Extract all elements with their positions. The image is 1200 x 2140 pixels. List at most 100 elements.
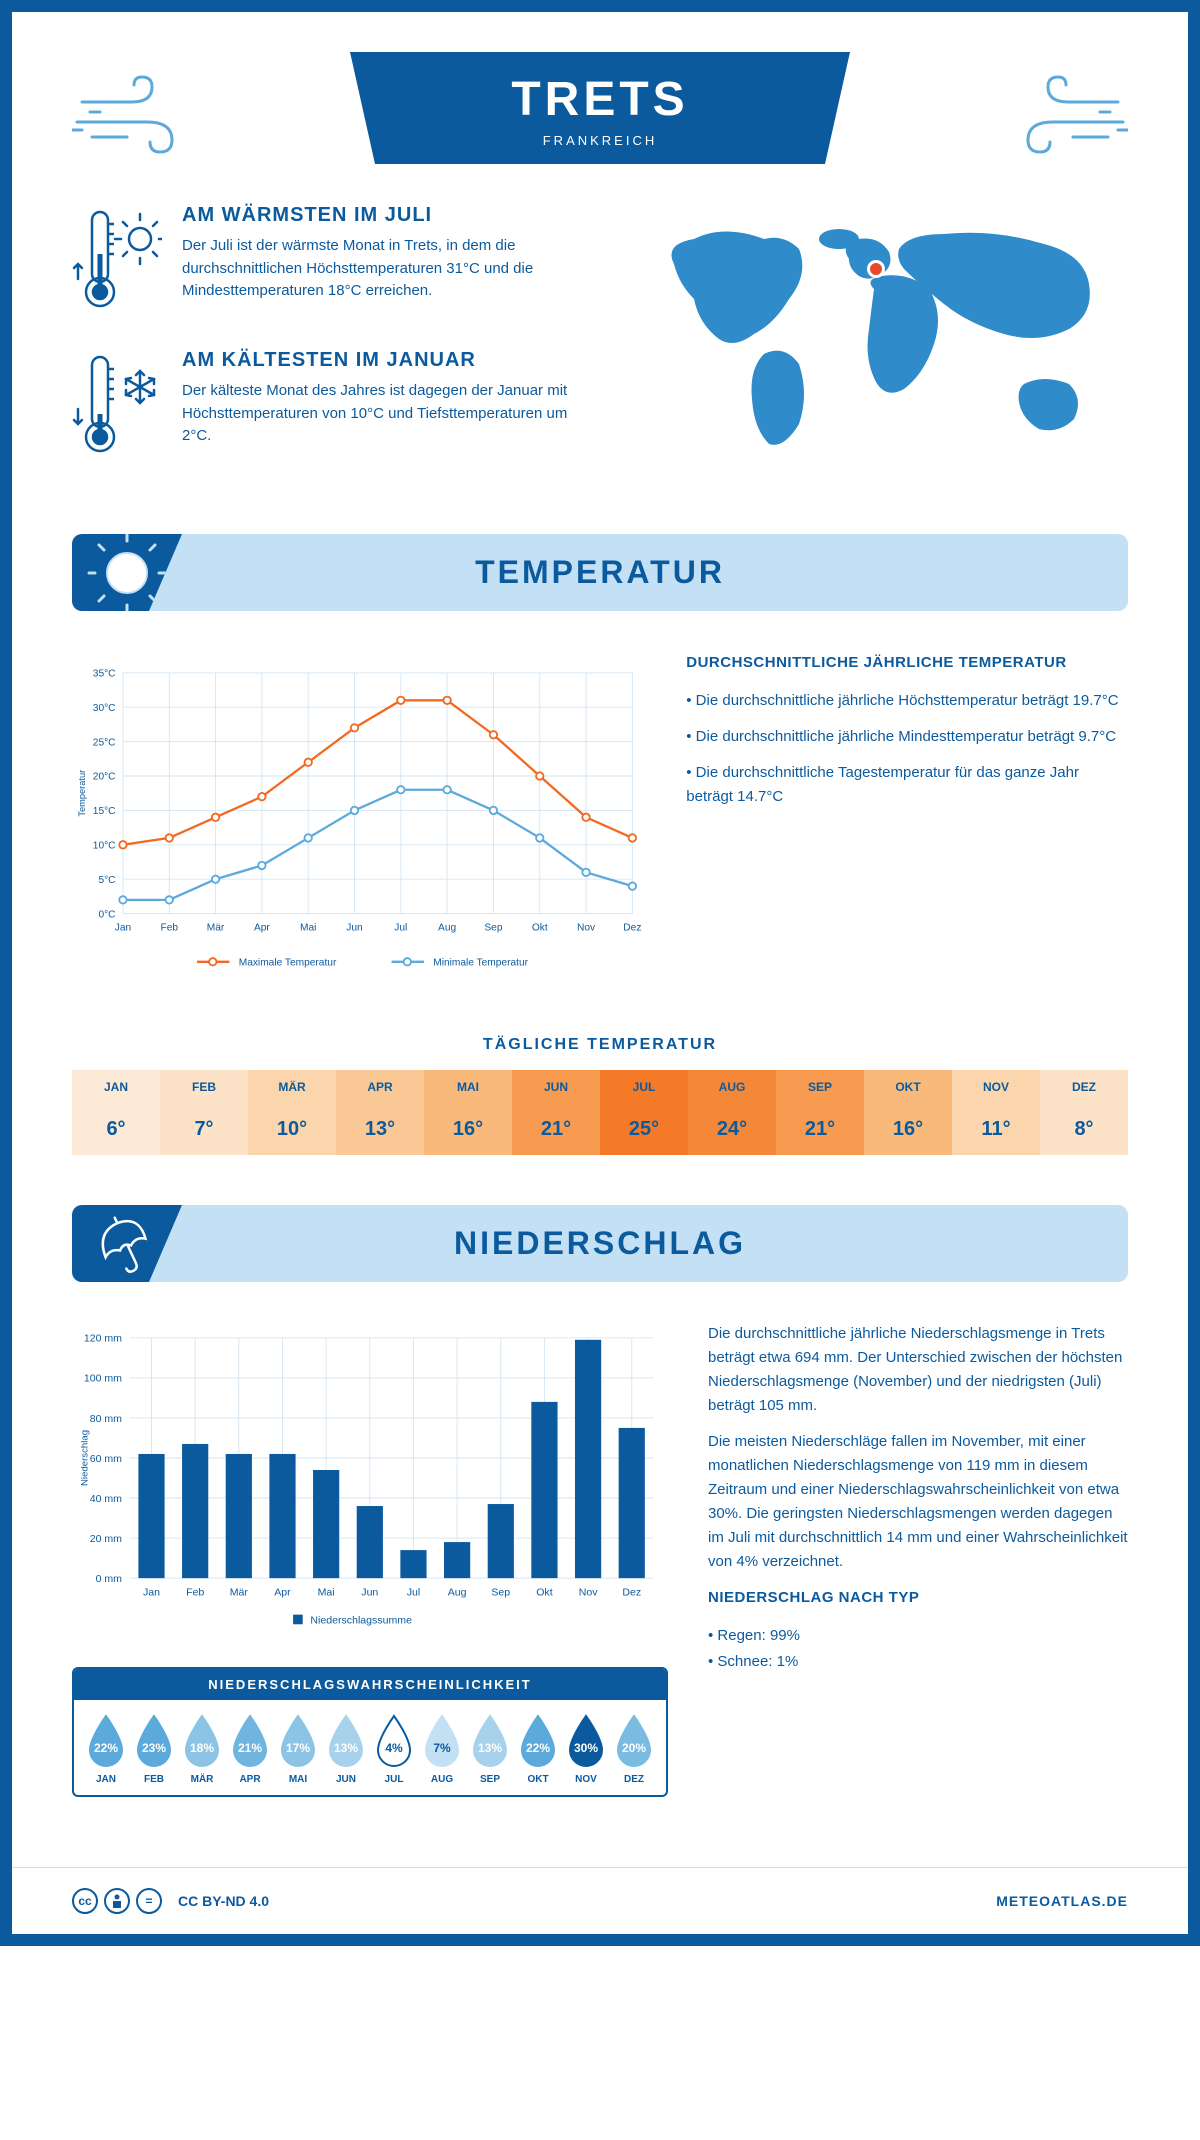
- precip-p1: Die durchschnittliche jährliche Niedersc…: [708, 1322, 1128, 1418]
- svg-text:17%: 17%: [286, 1741, 310, 1755]
- temp-chart: 0°C5°C10°C15°C20°C25°C30°C35°CJanFebMärA…: [72, 651, 646, 996]
- temp-text-col: DURCHSCHNITTLICHE JÄHRLICHE TEMPERATUR •…: [686, 651, 1128, 996]
- temp-text-p3: • Die durchschnittliche Tagestemperatur …: [686, 761, 1128, 809]
- svg-text:18%: 18%: [190, 1741, 214, 1755]
- svg-text:22%: 22%: [94, 1741, 118, 1755]
- svg-text:Sep: Sep: [491, 1586, 510, 1598]
- footer: cc = CC BY-ND 4.0 METEOATLAS.DE: [12, 1867, 1188, 1934]
- precip-chart-row: 0 mm20 mm40 mm60 mm80 mm100 mm120 mmJanF…: [72, 1322, 1128, 1797]
- nd-icon: =: [136, 1888, 162, 1914]
- svg-text:Sep: Sep: [484, 922, 502, 933]
- temp-section-header: TEMPERATUR: [72, 534, 1128, 611]
- prob-cell: 30% NOV: [564, 1714, 608, 1785]
- svg-text:10°C: 10°C: [93, 841, 116, 852]
- svg-text:Jul: Jul: [394, 922, 407, 933]
- precip-section-header: NIEDERSCHLAG: [72, 1205, 1128, 1282]
- svg-text:23%: 23%: [142, 1741, 166, 1755]
- svg-text:Apr: Apr: [274, 1586, 291, 1598]
- license-block: cc = CC BY-ND 4.0: [72, 1888, 269, 1914]
- wind-icon-right: [1008, 72, 1128, 167]
- title-banner: TRETS FRANKREICH: [350, 52, 850, 164]
- svg-text:35°C: 35°C: [93, 669, 116, 680]
- temp-cell: JAN 6°: [72, 1070, 160, 1155]
- svg-text:20 mm: 20 mm: [90, 1533, 122, 1545]
- thermometer-snow-icon: [72, 349, 162, 464]
- svg-text:30°C: 30°C: [93, 703, 116, 714]
- precip-text-col: Die durchschnittliche jährliche Niedersc…: [708, 1322, 1128, 1797]
- svg-text:Mai: Mai: [318, 1586, 335, 1598]
- svg-text:80 mm: 80 mm: [90, 1413, 122, 1425]
- temp-text-p2: • Die durchschnittliche jährliche Mindes…: [686, 725, 1128, 749]
- probability-title: NIEDERSCHLAGSWAHRSCHEINLICHKEIT: [74, 1669, 666, 1700]
- svg-text:0°C: 0°C: [98, 909, 115, 920]
- cc-icon: cc: [72, 1888, 98, 1914]
- prob-cell: 4% JUL: [372, 1714, 416, 1785]
- umbrella-icon: [72, 1205, 182, 1282]
- svg-text:Apr: Apr: [254, 922, 270, 933]
- svg-text:Jan: Jan: [143, 1586, 160, 1598]
- svg-text:15°C: 15°C: [93, 806, 116, 817]
- precip-type-title: NIEDERSCHLAG NACH TYP: [708, 1586, 1128, 1610]
- temp-cell: FEB 7°: [160, 1070, 248, 1155]
- svg-text:30%: 30%: [574, 1741, 598, 1755]
- temp-text-title: DURCHSCHNITTLICHE JÄHRLICHE TEMPERATUR: [686, 651, 1128, 675]
- coldest-block: AM KÄLTESTEN IM JANUAR Der kälteste Mona…: [72, 349, 580, 464]
- svg-text:7%: 7%: [433, 1741, 451, 1755]
- probability-box: NIEDERSCHLAGSWAHRSCHEINLICHKEIT 22% JAN …: [72, 1667, 668, 1797]
- intro-left: AM WÄRMSTEN IM JULI Der Juli ist der wär…: [72, 204, 580, 494]
- svg-text:Okt: Okt: [532, 922, 548, 933]
- svg-text:Minimale Temperatur: Minimale Temperatur: [433, 957, 528, 968]
- precip-type1: • Regen: 99%: [708, 1624, 1128, 1648]
- svg-text:Mär: Mär: [230, 1586, 249, 1598]
- temp-chart-row: 0°C5°C10°C15°C20°C25°C30°C35°CJanFebMärA…: [72, 651, 1128, 996]
- city-name: TRETS: [450, 72, 750, 127]
- temp-cell: OKT 16°: [864, 1070, 952, 1155]
- thermometer-sun-icon: [72, 204, 162, 319]
- temp-cell: AUG 24°: [688, 1070, 776, 1155]
- svg-text:Dez: Dez: [622, 1586, 641, 1598]
- precip-chart-col: 0 mm20 mm40 mm60 mm80 mm100 mm120 mmJanF…: [72, 1322, 668, 1797]
- probability-row: 22% JAN 23% FEB 18% MÄR: [74, 1700, 666, 1795]
- svg-text:25°C: 25°C: [93, 737, 116, 748]
- precip-type2: • Schnee: 1%: [708, 1650, 1128, 1674]
- svg-text:Jun: Jun: [346, 922, 362, 933]
- svg-text:Jan: Jan: [115, 922, 131, 933]
- prob-cell: 22% JAN: [84, 1714, 128, 1785]
- by-icon: [104, 1888, 130, 1914]
- svg-text:Mär: Mär: [207, 922, 225, 933]
- world-map: [620, 204, 1128, 494]
- svg-text:Nov: Nov: [579, 1586, 599, 1598]
- temp-cell: DEZ 8°: [1040, 1070, 1128, 1155]
- svg-text:Niederschlagssumme: Niederschlagssumme: [310, 1614, 412, 1626]
- svg-text:22%: 22%: [526, 1741, 550, 1755]
- wind-icon-left: [72, 72, 192, 167]
- prob-cell: 7% AUG: [420, 1714, 464, 1785]
- temp-cell: JUL 25°: [600, 1070, 688, 1155]
- temp-title: TEMPERATUR: [102, 554, 1098, 591]
- intro-row: AM WÄRMSTEN IM JULI Der Juli ist der wär…: [72, 204, 1128, 494]
- temp-cell: SEP 21°: [776, 1070, 864, 1155]
- temp-cell: NOV 11°: [952, 1070, 1040, 1155]
- svg-text:Jul: Jul: [407, 1586, 421, 1598]
- prob-cell: 22% OKT: [516, 1714, 560, 1785]
- svg-text:21%: 21%: [238, 1741, 262, 1755]
- temp-cell: JUN 21°: [512, 1070, 600, 1155]
- prob-cell: 13% JUN: [324, 1714, 368, 1785]
- svg-text:Aug: Aug: [448, 1586, 467, 1598]
- svg-text:100 mm: 100 mm: [84, 1373, 122, 1385]
- prob-cell: 13% SEP: [468, 1714, 512, 1785]
- temp-text-p1: • Die durchschnittliche jährliche Höchst…: [686, 689, 1128, 713]
- svg-text:5°C: 5°C: [98, 875, 115, 886]
- prob-cell: 23% FEB: [132, 1714, 176, 1785]
- temp-cell: MÄR 10°: [248, 1070, 336, 1155]
- coldest-text: AM KÄLTESTEN IM JANUAR Der kälteste Mona…: [182, 349, 580, 464]
- svg-text:Maximale Temperatur: Maximale Temperatur: [239, 957, 337, 968]
- svg-text:13%: 13%: [478, 1741, 502, 1755]
- prob-cell: 21% APR: [228, 1714, 272, 1785]
- svg-text:0 mm: 0 mm: [96, 1573, 123, 1585]
- header: TRETS FRANKREICH: [72, 52, 1128, 164]
- daily-temp-table: JAN 6° FEB 7° MÄR 10° APR 13° MAI 16° JU…: [72, 1070, 1128, 1155]
- svg-text:Okt: Okt: [536, 1586, 552, 1598]
- warmest-text: AM WÄRMSTEN IM JULI Der Juli ist der wär…: [182, 204, 580, 319]
- coldest-title: AM KÄLTESTEN IM JANUAR: [182, 349, 580, 372]
